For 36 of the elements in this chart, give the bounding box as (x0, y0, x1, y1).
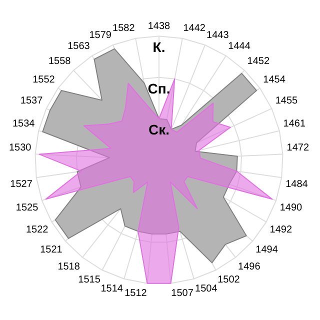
spoke-label: 1438 (148, 20, 171, 32)
spoke-label: 1443 (206, 30, 230, 42)
spoke-label: 1461 (283, 118, 306, 130)
spoke-label: 1582 (112, 23, 136, 34)
spoke-label: 1494 (256, 244, 278, 256)
spoke-label: 1525 (16, 202, 39, 214)
y-tick-label: К. (152, 38, 166, 55)
spoke-label: 1515 (78, 274, 101, 286)
spoke-label: 1496 (238, 261, 261, 272)
spoke-label: 1527 (10, 178, 33, 190)
spoke-label: 1472 (286, 142, 310, 154)
spoke-label: 1558 (48, 56, 72, 68)
spoke-label: 1490 (280, 202, 303, 214)
y-tick-label: Ск. (148, 122, 170, 138)
spoke-label: 1534 (12, 118, 36, 130)
spoke-label: 1563 (68, 41, 90, 52)
spoke-label: 1579 (89, 30, 112, 42)
spoke-label: 1492 (270, 224, 292, 236)
spoke-label: 1537 (20, 96, 44, 107)
spoke-label: 1518 (58, 261, 80, 272)
spoke-label: 1484 (286, 178, 308, 190)
spoke-label: 1522 (26, 224, 49, 236)
spoke-label: 1452 (247, 56, 270, 68)
y-tick-label: Сп. (148, 80, 170, 96)
spoke-label: 1454 (263, 74, 286, 86)
spoke-label: 1455 (275, 96, 298, 107)
spoke-label: 1552 (32, 74, 56, 86)
spoke-label: 1502 (218, 274, 240, 286)
spoke-label: 1514 (100, 283, 124, 294)
spoke-label: 1507 (171, 288, 194, 300)
spoke-label: 1530 (8, 142, 32, 154)
spoke-label: 1442 (183, 23, 206, 34)
spoke-label: 1444 (228, 41, 251, 52)
spoke-label: 1512 (124, 288, 148, 300)
spoke-label: 1504 (195, 283, 218, 294)
spoke-label: 1521 (40, 244, 63, 256)
